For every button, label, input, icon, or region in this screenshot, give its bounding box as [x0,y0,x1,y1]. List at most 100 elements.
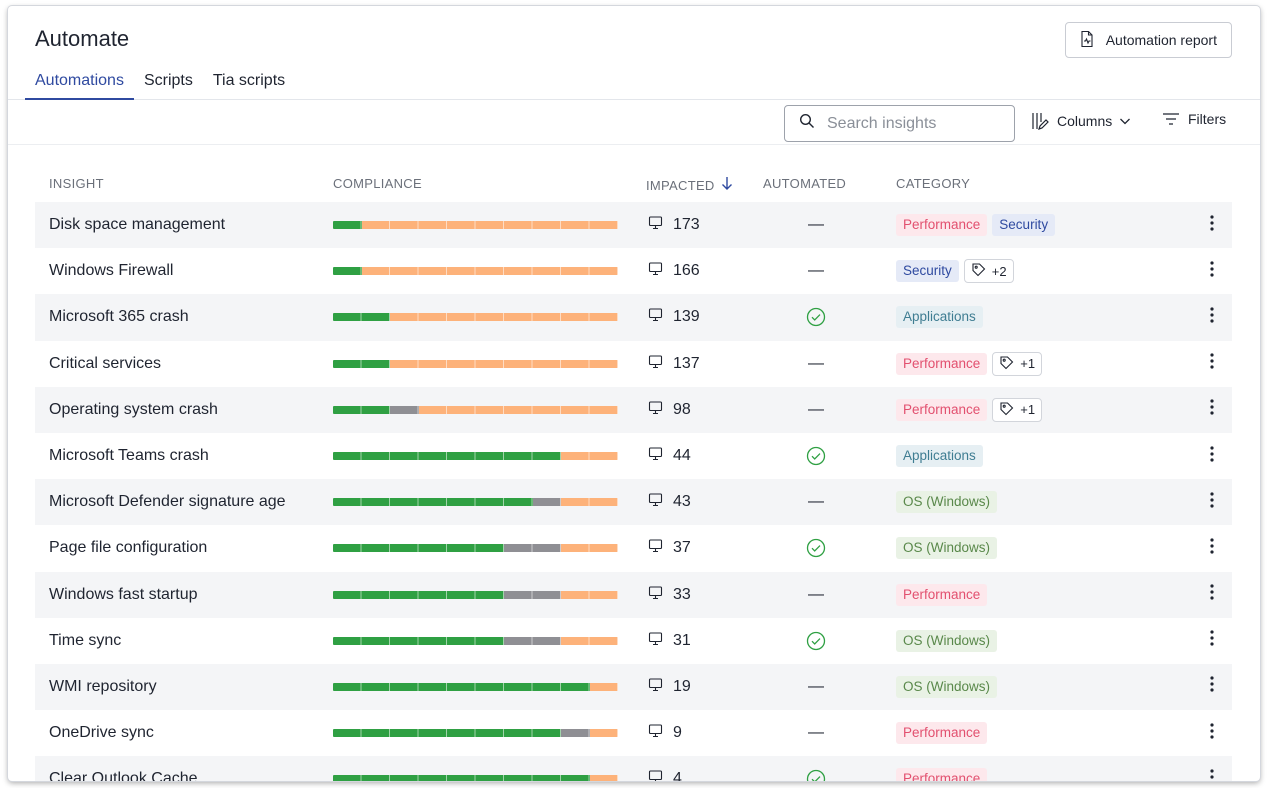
table-row[interactable]: Microsoft 365 crash 139 Applications [35,294,1232,341]
table-row[interactable]: Disk space management 173 — Performance Secu… [35,202,1232,249]
compliance-bar [333,498,618,507]
insight-name[interactable]: Windows Firewall [49,262,174,280]
filters-button[interactable]: Filters [1162,111,1226,127]
impacted-count: 43 [673,493,691,511]
category-cell: OS (Windows) [896,664,998,710]
category-tag[interactable]: Performance [896,214,988,237]
kebab-menu-icon [1210,399,1214,420]
monitor-icon [648,492,663,512]
compliance-cell [333,387,618,433]
row-actions-button[interactable] [1200,248,1224,294]
compliance-bar [333,544,618,553]
insight-name[interactable]: Page file configuration [49,539,208,557]
table-row[interactable]: Operating system crash 98 — Performance +1 [35,386,1232,433]
category-tag[interactable]: OS (Windows) [896,629,998,652]
category-tag[interactable]: OS (Windows) [896,537,998,560]
insight-name[interactable]: Windows fast startup [49,585,198,603]
insight-name[interactable]: WMI repository [49,677,157,695]
row-actions-button[interactable] [1200,572,1224,618]
tab-tia-scripts[interactable]: Tia scripts [212,72,286,89]
tab-scripts[interactable]: Scripts [143,72,193,89]
impacted-count: 139 [673,308,700,326]
column-header-category[interactable]: CATEGORY [896,176,970,191]
table-row[interactable]: Critical services 137 — Performance +1 [35,341,1232,387]
table-row[interactable]: WMI repository 19 — OS (Windows) [35,663,1232,711]
compliance-cell [333,433,618,479]
columns-button[interactable]: Columns [1031,111,1132,131]
category-tag[interactable]: Applications [896,445,983,468]
category-tag[interactable]: OS (Windows) [896,491,998,514]
impacted-count: 33 [673,585,691,603]
insight-name[interactable]: Microsoft 365 crash [49,308,189,326]
column-header-compliance[interactable]: COMPLIANCE [333,176,422,191]
compliance-bar [333,729,618,738]
table-row[interactable]: Page file configuration 37 OS (Windows) [35,525,1232,571]
table-row[interactable]: Time sync 31 OS (Windows) [35,618,1232,664]
insight-name[interactable]: Clear Outlook Cache [49,770,198,781]
row-actions-button[interactable] [1200,664,1224,710]
impacted-count: 44 [673,447,691,465]
category-tag[interactable]: Performance [896,352,988,375]
compliance-bar [333,359,618,368]
table-row[interactable]: Windows fast startup 33 — Performance [35,571,1232,618]
impacted-count: 31 [673,631,691,649]
insight-name[interactable]: Critical services [49,354,162,372]
monitor-icon [648,677,663,697]
category-tag[interactable]: OS (Windows) [896,675,998,698]
more-categories-chip[interactable]: +1 [992,397,1043,422]
row-actions-button[interactable] [1200,756,1224,781]
more-categories-chip[interactable]: +2 [963,259,1014,284]
row-actions-button[interactable] [1200,525,1224,571]
category-tag[interactable]: Performance [896,722,988,745]
row-actions-button[interactable] [1200,294,1224,340]
search-icon [799,113,815,134]
row-actions-button[interactable] [1200,710,1224,756]
more-categories-chip[interactable]: +1 [992,351,1043,376]
insight-name[interactable]: Microsoft Teams crash [49,447,209,465]
insight-name[interactable]: Microsoft Defender signature age [49,493,286,511]
row-actions-button[interactable] [1200,341,1224,387]
table-row[interactable]: Windows Firewall 166 — Security +2 [35,248,1232,294]
impacted-cell: 31 [648,618,691,664]
category-cell: Applications [896,433,983,479]
kebab-menu-icon [1210,445,1214,467]
category-tag[interactable]: Security [896,260,959,283]
row-actions-button[interactable] [1200,618,1224,664]
automation-report-button[interactable]: Automation report [1064,22,1232,58]
impacted-cell: 139 [648,294,700,340]
not-automated-dash: — [808,400,824,418]
category-tag[interactable]: Performance [896,398,988,421]
category-tag[interactable]: Performance [896,583,988,606]
column-header-impacted[interactable]: IMPACTED [646,176,733,194]
category-tag[interactable]: Applications [896,306,983,329]
table-row[interactable]: Microsoft Teams crash 44 Applications [35,433,1232,479]
tab-automations[interactable]: Automations [25,68,134,100]
column-header-automated[interactable]: AUTOMATED [763,176,846,191]
category-tag[interactable]: Performance [896,768,988,781]
impacted-count: 9 [673,724,682,742]
category-tag[interactable]: Security [992,214,1056,237]
search-input[interactable] [827,114,1007,133]
row-actions-button[interactable] [1200,433,1224,479]
impacted-cell: 166 [648,248,700,294]
check-circle-icon [805,525,827,571]
table-row[interactable]: Clear Outlook Cache 4 Performance [35,756,1232,781]
impacted-count: 19 [673,677,691,695]
insight-name[interactable]: Operating system crash [49,400,218,418]
page-title: Automate [35,26,130,51]
bar-divider-ticks [333,682,618,691]
column-header-insight[interactable]: INSIGHT [49,176,104,191]
table-row[interactable]: Microsoft Defender signature age 43 — OS (W… [35,479,1232,526]
monitor-icon [648,307,663,327]
search-box[interactable] [784,105,1015,142]
row-actions-button[interactable] [1200,387,1224,433]
monitor-icon [648,631,663,651]
monitor-icon [648,215,663,235]
row-actions-button[interactable] [1200,479,1224,525]
row-actions-button[interactable] [1200,202,1224,248]
insight-name[interactable]: OneDrive sync [49,724,154,742]
table-row[interactable]: OneDrive sync 9 — Performance [35,710,1232,756]
insight-name[interactable]: Time sync [49,631,122,649]
insight-name[interactable]: Disk space management [49,216,226,234]
category-cell: OS (Windows) [896,525,998,571]
